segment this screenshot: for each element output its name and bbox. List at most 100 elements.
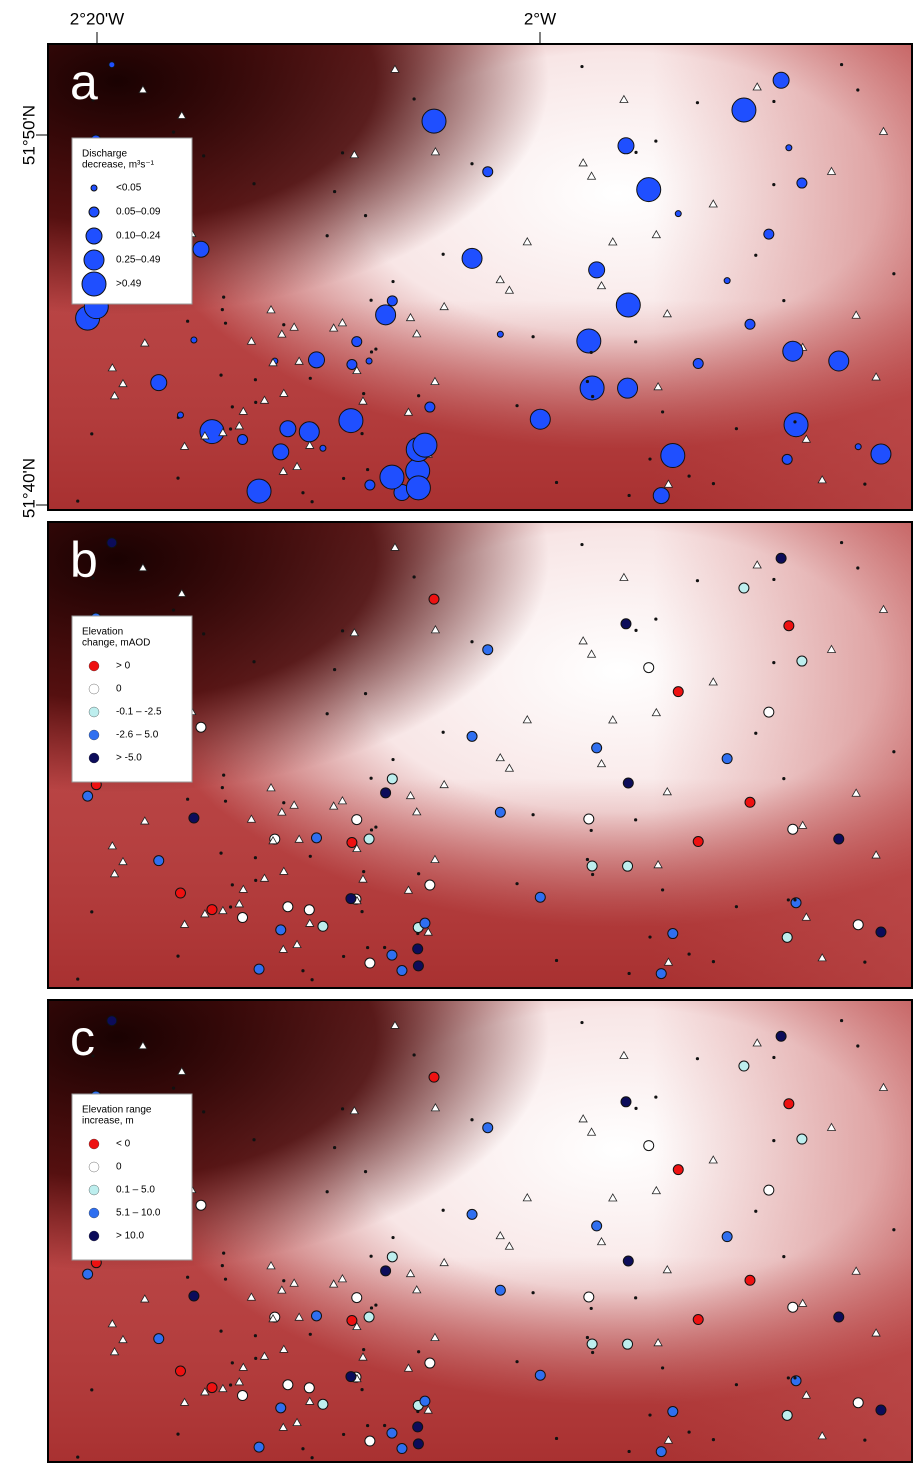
site-marker	[584, 1292, 594, 1302]
site-marker	[387, 296, 397, 306]
station-dot	[442, 1209, 445, 1212]
site-marker	[483, 645, 493, 655]
station-dot	[782, 1255, 785, 1258]
station-dot	[172, 609, 175, 612]
site-marker	[467, 1209, 477, 1219]
site-marker	[764, 707, 774, 717]
station-dot	[628, 494, 631, 497]
legend-swatch	[89, 1139, 99, 1149]
station-dot	[90, 432, 93, 435]
site-marker	[621, 619, 631, 629]
station-dot	[362, 392, 365, 395]
station-dot	[309, 377, 312, 380]
site-marker	[829, 351, 849, 371]
station-dot	[442, 253, 445, 256]
station-dot	[333, 190, 336, 193]
legend-title: Discharge	[82, 149, 127, 160]
site-marker	[366, 358, 372, 364]
station-dot	[231, 883, 234, 886]
site-marker	[668, 929, 678, 939]
site-marker	[623, 861, 633, 871]
legend-label: > 0	[116, 661, 131, 672]
station-dot	[310, 1456, 313, 1459]
site-marker	[535, 892, 545, 902]
site-marker	[193, 241, 209, 257]
station-dot	[590, 351, 593, 354]
station-dot	[366, 468, 369, 471]
station-dot	[863, 1439, 866, 1442]
site-marker	[764, 1185, 774, 1195]
site-marker	[745, 319, 755, 329]
station-dot	[696, 101, 699, 104]
station-dot	[754, 254, 757, 257]
station-dot	[252, 1138, 255, 1141]
station-dot	[772, 183, 775, 186]
site-marker	[587, 1339, 597, 1349]
site-marker	[764, 229, 774, 239]
panel-letter: a	[70, 54, 98, 110]
legend-swatch	[82, 272, 106, 296]
site-marker	[352, 815, 362, 825]
site-marker	[365, 958, 375, 968]
site-marker	[380, 465, 404, 489]
site-marker	[397, 966, 407, 976]
station-dot	[442, 731, 445, 734]
legend-label: -0.1 – -2.5	[116, 707, 162, 718]
legend-label: >0.49	[116, 279, 142, 290]
site-marker	[387, 1252, 397, 1262]
x-label: 2°W	[524, 9, 556, 28]
station-dot	[229, 905, 232, 908]
legend-title: change, mAOD	[82, 638, 150, 649]
site-marker	[381, 1266, 391, 1276]
station-dot	[326, 234, 329, 237]
station-dot	[252, 182, 255, 185]
station-dot	[892, 272, 895, 275]
station-dot	[793, 420, 796, 423]
station-dot	[224, 800, 227, 803]
site-marker	[387, 774, 397, 784]
station-dot	[341, 1107, 344, 1110]
site-marker	[584, 814, 594, 824]
site-marker	[364, 1312, 374, 1322]
site-marker	[797, 1134, 807, 1144]
station-dot	[591, 395, 594, 398]
station-dot	[360, 910, 363, 913]
station-dot	[301, 491, 304, 494]
station-dot	[856, 88, 859, 91]
site-marker	[154, 856, 164, 866]
station-dot	[282, 801, 285, 804]
map-panel: cElevation rangeincrease, m< 000.1 – 5.0…	[48, 1000, 912, 1463]
site-marker	[254, 964, 264, 974]
site-marker	[618, 378, 638, 398]
site-marker	[693, 359, 703, 369]
station-dot	[735, 1383, 738, 1386]
station-dot	[654, 1095, 657, 1098]
site-marker	[422, 109, 446, 133]
station-dot	[580, 1021, 583, 1024]
site-marker	[107, 1016, 117, 1026]
station-dot	[687, 952, 690, 955]
station-dot	[413, 1053, 416, 1056]
site-marker	[365, 480, 375, 490]
station-dot	[229, 1383, 232, 1386]
legend: Dischargedecrease, m³s⁻¹<0.050.05–0.090.…	[72, 138, 192, 304]
site-marker	[675, 211, 681, 217]
station-dot	[374, 347, 377, 350]
station-dot	[222, 1252, 225, 1255]
legend-swatch	[89, 1185, 99, 1195]
legend-swatch	[89, 753, 99, 763]
site-marker	[497, 331, 503, 337]
station-dot	[661, 888, 664, 891]
station-dot	[413, 97, 416, 100]
site-marker	[413, 961, 423, 971]
x-label: 2°20'W	[70, 9, 124, 28]
legend-label: 0.1 – 5.0	[116, 1185, 155, 1196]
station-dot	[282, 1279, 285, 1282]
site-marker	[247, 479, 271, 503]
site-marker	[312, 833, 322, 843]
y-label: 51°50'N	[19, 105, 38, 165]
station-dot	[787, 898, 790, 901]
station-dot	[628, 1450, 631, 1453]
station-dot	[840, 541, 843, 544]
site-marker	[592, 743, 602, 753]
